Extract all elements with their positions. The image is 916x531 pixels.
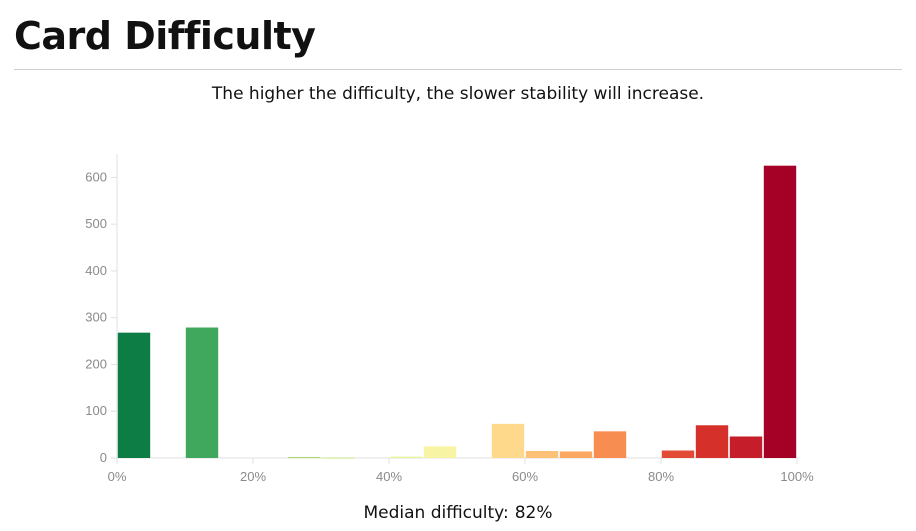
x-tick-label: 60% (512, 469, 538, 484)
y-axis: 0 100 200 300 400 500 600 (85, 154, 118, 465)
y-tick-label: 0 (100, 450, 107, 465)
y-tick-label: 100 (85, 403, 107, 418)
median-value: 82% (514, 503, 553, 523)
histogram-bar[interactable] (661, 450, 695, 458)
histogram-bar[interactable] (287, 457, 321, 459)
y-tick-label: 400 (85, 263, 107, 278)
histogram-bar[interactable] (185, 327, 219, 458)
histogram-bar[interactable] (117, 332, 151, 458)
difficulty-histogram: 0 100 200 300 400 500 600 0% 20% 40% 60% 80% 100% (85, 154, 814, 484)
page-title: Card Difficulty (14, 14, 316, 58)
x-tick-label: 20% (240, 469, 266, 484)
histogram-bar[interactable] (729, 436, 763, 458)
median-label: Median difficulty: (363, 503, 509, 523)
x-tick-label: 100% (780, 469, 814, 484)
bars (117, 165, 797, 459)
title-divider (14, 69, 902, 70)
chart-subtitle: The higher the difficulty, the slower st… (211, 84, 705, 104)
histogram-bar[interactable] (559, 451, 593, 458)
histogram-bar[interactable] (695, 425, 729, 458)
x-axis: 0% 20% 40% 60% 80% 100% (108, 457, 814, 484)
x-tick-label: 40% (376, 469, 402, 484)
median-difficulty: Median difficulty: 82% (0, 503, 916, 523)
histogram-bar[interactable] (593, 431, 627, 458)
histogram-bar[interactable] (491, 423, 525, 458)
histogram-bar[interactable] (389, 456, 423, 458)
histogram-bar[interactable] (763, 165, 797, 458)
y-tick-label: 200 (85, 356, 107, 371)
y-tick-label: 300 (85, 310, 107, 325)
histogram-bar[interactable] (423, 446, 457, 458)
x-tick-label: 80% (648, 469, 674, 484)
histogram-bar[interactable] (321, 457, 355, 459)
y-tick-label: 600 (85, 169, 107, 184)
x-tick-label: 0% (108, 469, 127, 484)
histogram-bar[interactable] (525, 450, 559, 458)
y-tick-label: 500 (85, 216, 107, 231)
